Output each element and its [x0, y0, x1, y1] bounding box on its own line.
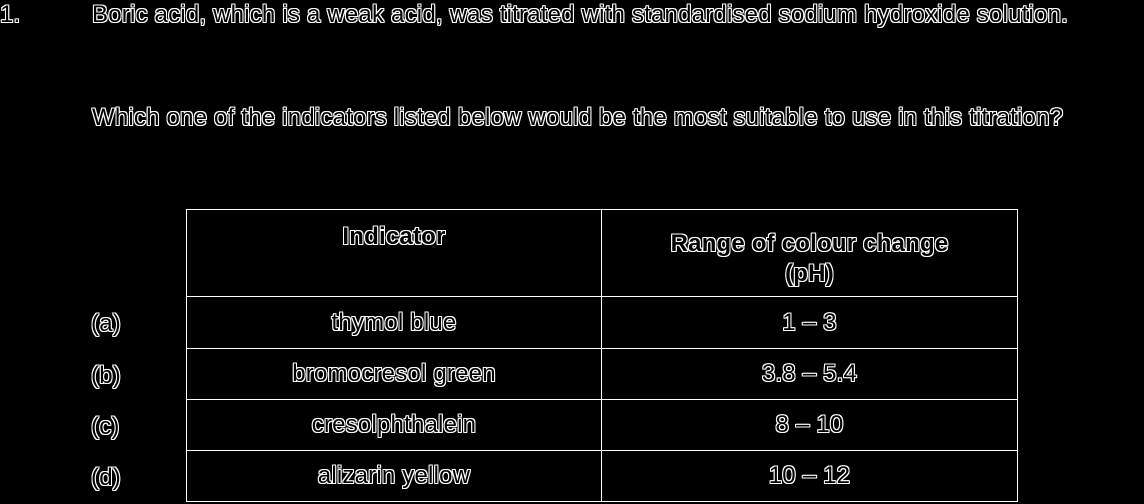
table-row: cresolphthalein 8 – 10 [187, 399, 1017, 450]
question-stem: Boric acid, which is a weak acid, was ti… [92, 1, 1068, 28]
header-range-line1: Range of colour change [670, 230, 949, 257]
table-header-row: Indicator Range of colour change (pH) [187, 210, 1017, 296]
header-range: Range of colour change (pH) [602, 210, 1017, 296]
header-indicator: Indicator [187, 210, 602, 296]
range-cell: 1 – 3 [782, 308, 837, 336]
indicator-cell: bromocresol green [187, 349, 602, 399]
table-row: bromocresol green 3.8 – 5.4 [187, 348, 1017, 399]
option-label-a: (a) [91, 310, 121, 337]
table-row: thymol blue 1 – 3 [187, 296, 1017, 348]
question-number: 1. [0, 1, 21, 28]
question-prompt: Which one of the indicators listed below… [92, 104, 1064, 131]
indicator-table: Indicator Range of colour change (pH) th… [186, 209, 1018, 502]
indicator-cell: alizarin yellow [187, 451, 602, 501]
option-label-b: (b) [91, 362, 121, 389]
header-range-line2: (pH) [785, 260, 834, 287]
indicator-cell: thymol blue [187, 297, 602, 348]
range-cell: 8 – 10 [775, 411, 844, 438]
table-row: alizarin yellow 10 – 12 [187, 450, 1017, 501]
range-cell: 3.8 – 5.4 [761, 360, 858, 387]
option-label-c: (c) [91, 413, 120, 440]
indicator-cell: cresolphthalein [187, 400, 602, 450]
range-cell: 10 – 12 [768, 462, 851, 489]
option-label-d: (d) [91, 464, 121, 491]
